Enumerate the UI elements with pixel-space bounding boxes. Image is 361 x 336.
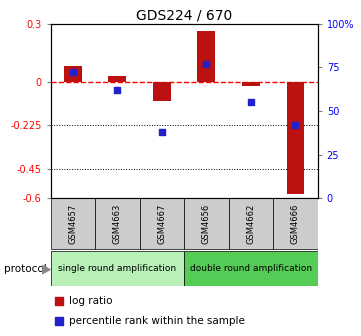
Bar xyxy=(197,31,215,82)
Point xyxy=(254,225,260,231)
Bar xyxy=(140,198,184,249)
Bar xyxy=(242,82,260,86)
Point xyxy=(70,70,76,75)
Point xyxy=(248,99,254,105)
Bar xyxy=(229,198,273,249)
Text: ▶: ▶ xyxy=(42,262,51,275)
Point xyxy=(254,47,260,52)
Bar xyxy=(287,82,304,194)
Bar xyxy=(184,251,318,286)
Text: single round amplification: single round amplification xyxy=(58,264,177,272)
Point xyxy=(159,129,165,134)
Text: GSM4666: GSM4666 xyxy=(291,203,300,244)
Bar xyxy=(51,198,95,249)
Text: log ratio: log ratio xyxy=(69,296,113,306)
Point xyxy=(114,87,120,93)
Bar xyxy=(108,76,126,82)
Bar xyxy=(273,198,318,249)
Point xyxy=(204,61,209,67)
Text: double round amplification: double round amplification xyxy=(190,264,312,272)
Point xyxy=(292,122,298,128)
Bar xyxy=(95,198,140,249)
Title: GDS224 / 670: GDS224 / 670 xyxy=(136,8,232,23)
Bar xyxy=(184,198,229,249)
Bar xyxy=(51,251,184,286)
Text: percentile rank within the sample: percentile rank within the sample xyxy=(69,316,245,326)
Text: GSM4657: GSM4657 xyxy=(68,204,77,244)
Text: GSM4663: GSM4663 xyxy=(113,203,122,244)
Text: protocol: protocol xyxy=(4,264,46,274)
Text: GSM4656: GSM4656 xyxy=(202,204,211,244)
Bar xyxy=(64,66,82,82)
Bar xyxy=(153,82,171,101)
Text: GSM4667: GSM4667 xyxy=(157,203,166,244)
Text: GSM4662: GSM4662 xyxy=(247,204,255,244)
